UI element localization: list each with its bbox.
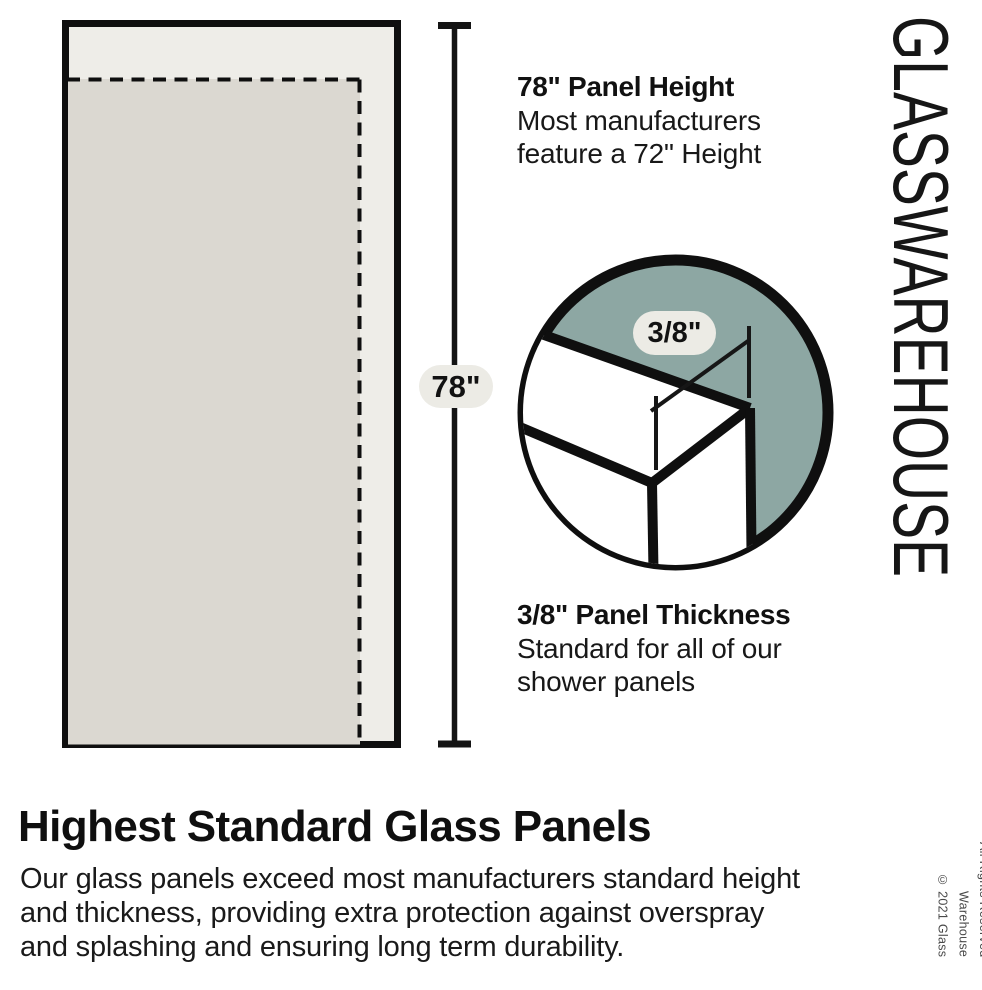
edge-top-front <box>523 417 654 488</box>
brand-wordmark-vertical: GLASSWAREHOUSE <box>877 16 965 578</box>
footer-body: Our glass panels exceed most manufacture… <box>20 863 800 963</box>
thickness-note-title: 3/8" Panel Thickness <box>517 599 791 630</box>
thickness-illustration <box>517 254 834 571</box>
edge-corner-front-vertical <box>647 482 659 565</box>
panel-72in-region <box>68 79 360 745</box>
edge-corner-top <box>648 404 754 487</box>
height-note-body: Most manufacturers feature a 72" Height <box>517 105 762 169</box>
height-note-title: 78" Panel Height <box>517 71 734 102</box>
edge-corner-right-vertical <box>745 407 757 565</box>
thickness-measure-badge: 3/8" <box>633 311 716 355</box>
edge-top-back <box>523 319 752 413</box>
height-note: 78" Panel Height Most manufacturers feat… <box>517 70 857 170</box>
glass-panel-diagram <box>62 20 401 748</box>
glass-corner-right-face <box>652 408 754 565</box>
thickness-measure-diagonal <box>649 339 750 413</box>
height-measure-badge: 78" <box>419 365 493 408</box>
copyright-vertical: © 2021 Glass Warehouse All Rights Reserv… <box>935 841 982 957</box>
height-measure-label: 78" <box>431 368 481 404</box>
thickness-note: 3/8" Panel Thickness Standard for all of… <box>517 598 857 698</box>
footer-heading: Highest Standard Glass Panels <box>18 802 652 851</box>
thickness-measure-label: 3/8" <box>647 316 702 349</box>
thickness-note-body: Standard for all of our shower panels <box>517 633 782 697</box>
